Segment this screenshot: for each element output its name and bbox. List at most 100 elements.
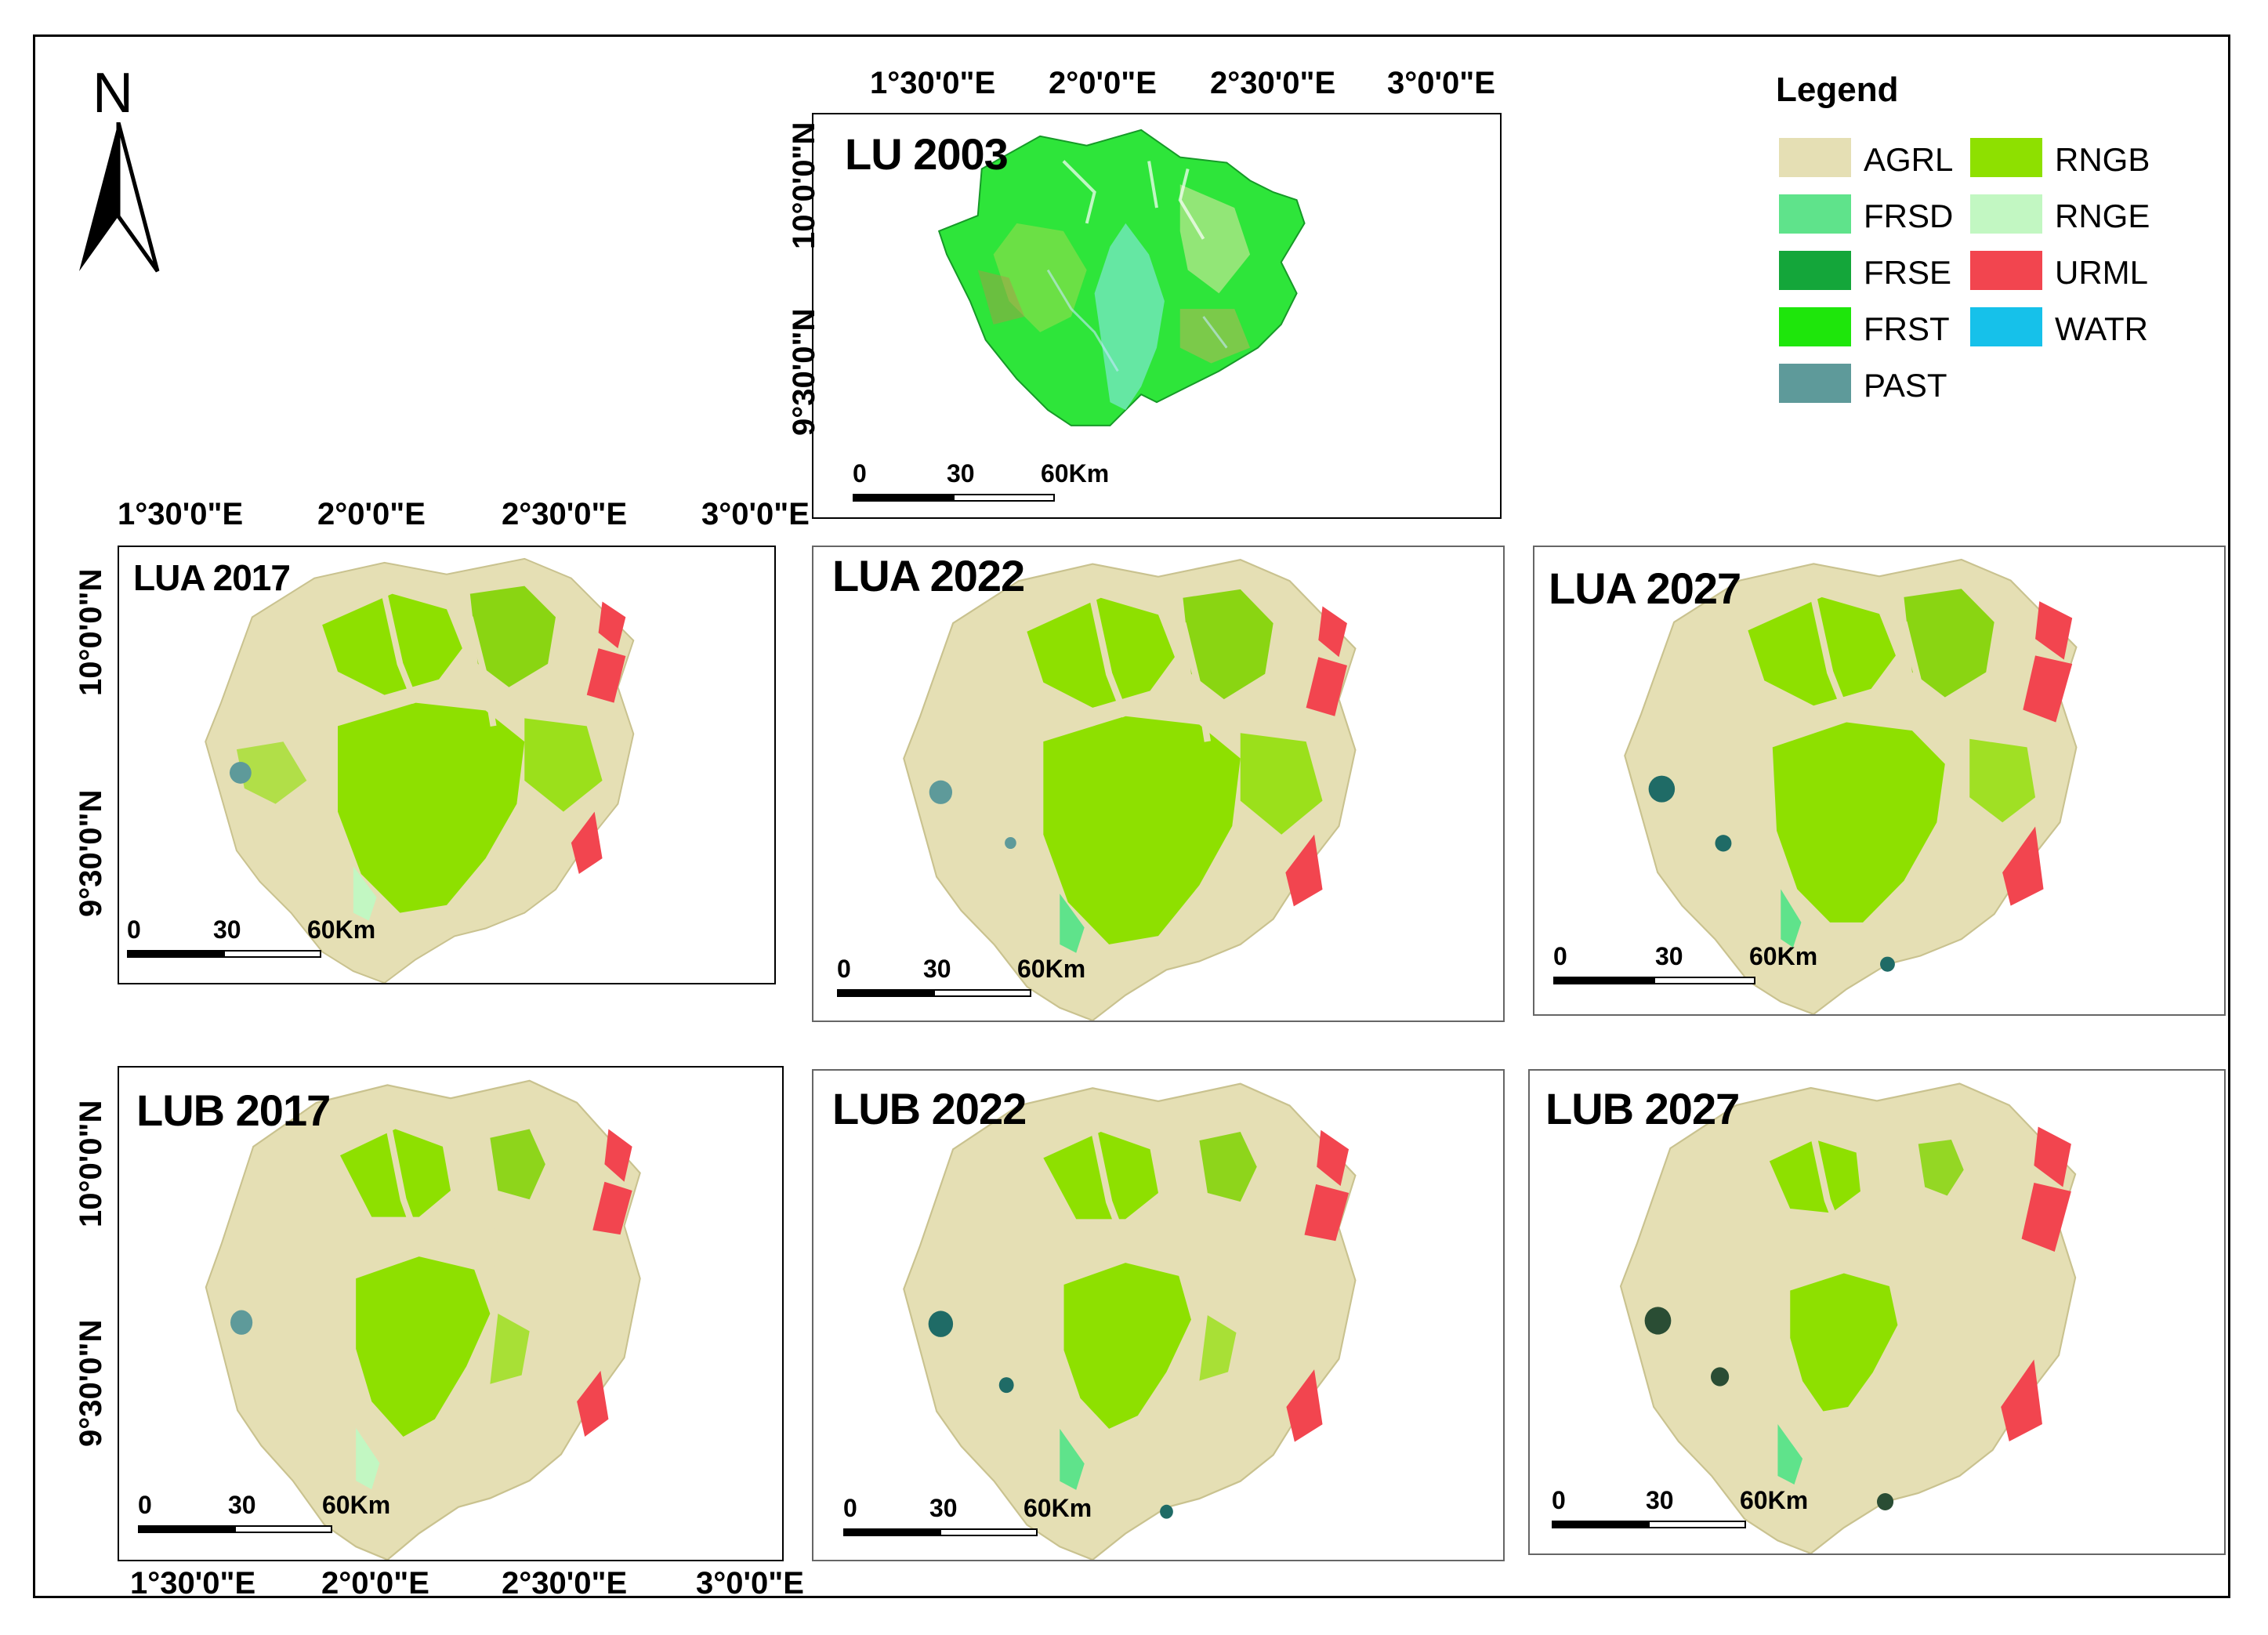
- legend-label: FRST: [1864, 310, 1950, 347]
- scale-bar-white: [234, 1525, 332, 1533]
- legend-swatch: [1779, 251, 1851, 290]
- scale-bar: 0 30 60Km: [138, 1491, 390, 1538]
- legend-label: PAST: [1864, 367, 1947, 404]
- map-title: LUA 2027: [1549, 564, 1741, 613]
- map-lub-2022: [903, 1082, 1357, 1560]
- legend-item-frse: FRSE: [1779, 251, 1975, 292]
- lat-label: 9°30'0"N: [787, 308, 821, 436]
- map-lu-2003: [937, 129, 1306, 426]
- legend-swatch: [1970, 194, 2042, 234]
- legend-item-rngb: RNGB: [1970, 138, 2166, 179]
- scale-bar-white: [940, 1528, 1038, 1536]
- map-panel-lub-2027: LUB 2027 0 30 60Km: [1528, 1069, 2226, 1555]
- lon-label: 1°30'0"E: [870, 66, 996, 100]
- map-lua-2017: [205, 557, 635, 983]
- map-lua-2022: [903, 559, 1357, 1021]
- map-panel-lua-2017: LUA 2017 0 30 60Km: [118, 546, 776, 984]
- lon-label: 3°0'0"E: [696, 1566, 804, 1601]
- lon-label: 2°0'0"E: [321, 1566, 429, 1601]
- map-title: LUB 2027: [1545, 1084, 1740, 1133]
- lat-label: 9°30'0"N: [74, 1319, 108, 1447]
- scale-bar: 0 30 60Km: [127, 915, 375, 963]
- scale-label-end: 60Km: [1740, 1486, 1809, 1514]
- lon-label: 2°30'0"E: [502, 497, 628, 531]
- scale-label-zero: 0: [843, 1494, 857, 1522]
- scale-bar-black: [1553, 977, 1655, 984]
- map-title: LUA 2017: [133, 557, 291, 598]
- scale-bar-black: [837, 989, 935, 997]
- legend-label: WATR: [2055, 310, 2148, 347]
- map-title: LUB 2017: [136, 1086, 331, 1135]
- lon-label: 2°30'0"E: [502, 1566, 628, 1601]
- scale-label-mid: 30: [1646, 1486, 1674, 1514]
- scale-label-end: 60Km: [1749, 942, 1818, 970]
- lon-label: 3°0'0"E: [701, 497, 810, 531]
- lon-label: 3°0'0"E: [1387, 66, 1495, 100]
- scale-label-zero: 0: [127, 915, 141, 944]
- lat-label: 10°0'0"N: [74, 568, 108, 696]
- scale-bar: 0 30 60Km: [853, 459, 1109, 506]
- map-lub-2017: [205, 1079, 641, 1560]
- map-title: LU 2003: [845, 129, 1009, 179]
- scale-label-mid: 30: [228, 1491, 256, 1519]
- scale-label-zero: 0: [1552, 1486, 1566, 1514]
- legend-item-watr: WATR: [1970, 307, 2166, 348]
- scale-bar-white: [1648, 1521, 1746, 1528]
- map-panel-lub-2022: LUB 2022 0 30 60Km: [812, 1069, 1505, 1561]
- lon-label: 1°30'0"E: [118, 497, 244, 531]
- lat-label: 10°0'0"N: [74, 1100, 108, 1227]
- legend-label: RNGB: [2055, 141, 2150, 178]
- legend-swatch: [1779, 364, 1851, 403]
- scale-bar-black: [843, 1528, 941, 1536]
- legend-swatch: [1970, 251, 2042, 290]
- lon-label: 1°30'0"E: [130, 1566, 256, 1601]
- map-panel-lu-2003: LU 2003 0 30 60Km: [812, 113, 1502, 519]
- legend-swatch: [1970, 307, 2042, 346]
- legend-item-frsd: FRSD: [1779, 194, 1975, 235]
- scale-label-end: 60Km: [322, 1491, 391, 1519]
- legend-label: AGRL: [1864, 141, 1954, 178]
- legend-item-rnge: RNGE: [1970, 194, 2166, 235]
- scale-bar-black: [138, 1525, 236, 1533]
- legend-swatch: [1779, 194, 1851, 234]
- scale-label-end: 60Km: [307, 915, 376, 944]
- map-lub-2027: [1619, 1082, 2077, 1553]
- legend-label: RNGE: [2055, 198, 2150, 234]
- scale-label-end: 60Km: [1017, 955, 1086, 983]
- legend-swatch: [1970, 138, 2042, 177]
- scale-bar: 0 30 60Km: [843, 1494, 1092, 1541]
- legend-title: Legend: [1776, 71, 1899, 109]
- lat-label: 10°0'0"N: [787, 121, 821, 249]
- legend-item-past: PAST: [1779, 364, 1975, 404]
- scale-bar-white: [953, 494, 1055, 502]
- figure-frame: [33, 34, 2230, 1598]
- scale-bar-black: [127, 950, 225, 958]
- legend-item-agrl: AGRL: [1779, 138, 1975, 179]
- scale-label-end: 60Km: [1041, 459, 1110, 488]
- north-label: N: [92, 62, 133, 125]
- map-title: LUB 2022: [832, 1084, 1027, 1133]
- map-panel-lub-2017: LUB 2017 0 30 60Km: [118, 1066, 784, 1561]
- map-panel-lua-2027: LUA 2027 0 30 60Km: [1533, 546, 2226, 1016]
- scale-bar-black: [853, 494, 955, 502]
- scale-bar: 0 30 60Km: [1553, 942, 1817, 989]
- scale-label-zero: 0: [1553, 942, 1567, 970]
- scale-label-mid: 30: [947, 459, 975, 488]
- north-arrow: N: [75, 62, 161, 274]
- scale-bar-white: [1654, 977, 1755, 984]
- scale-bar-white: [223, 950, 321, 958]
- legend-label: URML: [2055, 254, 2149, 291]
- scale-label-zero: 0: [853, 459, 867, 488]
- lon-label: 2°30'0"E: [1210, 66, 1336, 100]
- lat-label: 9°30'0"N: [74, 789, 108, 917]
- north-arrow-icon: [79, 122, 160, 273]
- lon-label: 2°0'0"E: [1049, 66, 1157, 100]
- scale-label-zero: 0: [837, 955, 851, 983]
- legend-swatch: [1779, 307, 1851, 346]
- scale-label-mid: 30: [1655, 942, 1683, 970]
- legend-swatch: [1779, 138, 1851, 177]
- scale-bar-white: [933, 989, 1031, 997]
- scale-label-end: 60Km: [1023, 1494, 1092, 1522]
- legend-label: FRSE: [1864, 254, 1952, 291]
- scale-bar-black: [1552, 1521, 1650, 1528]
